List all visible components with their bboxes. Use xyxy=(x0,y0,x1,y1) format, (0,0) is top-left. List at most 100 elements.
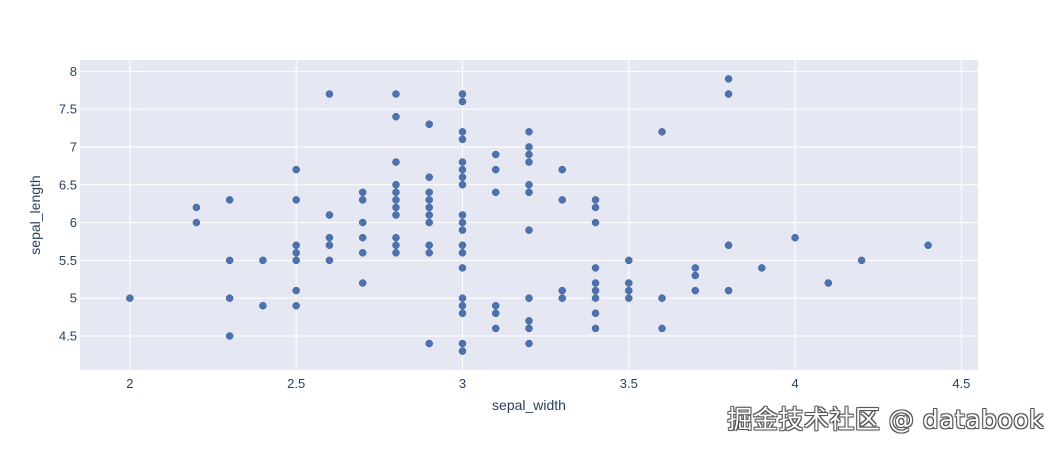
scatter-point xyxy=(458,158,467,166)
scatter-point xyxy=(325,211,334,219)
scatter-point xyxy=(392,158,400,166)
scatter-point xyxy=(458,173,467,181)
y-tick-label: 7.5 xyxy=(59,102,77,117)
scatter-point xyxy=(625,256,633,265)
scatter-point xyxy=(425,120,433,129)
scatter-point xyxy=(857,256,866,265)
y-tick-label: 8 xyxy=(70,64,77,79)
y-axis-title: sepal_length xyxy=(27,175,43,254)
x-tick-label: 4.5 xyxy=(952,376,970,391)
y-tick-label: 7 xyxy=(70,139,77,154)
scatter-point xyxy=(392,181,400,189)
scatter-point xyxy=(525,324,533,333)
scatter-point xyxy=(392,249,400,257)
scatter-point xyxy=(358,233,367,242)
scatter-point xyxy=(591,279,600,287)
scatter-point xyxy=(924,241,932,249)
scatter-point xyxy=(225,294,234,302)
scatter-point xyxy=(458,181,467,189)
scatter-point xyxy=(292,286,300,295)
scatter-point xyxy=(392,241,400,249)
scatter-point xyxy=(225,332,234,340)
x-axis-title: sepal_width xyxy=(492,397,566,413)
scatter-point xyxy=(292,301,300,310)
scatter-point xyxy=(392,203,400,212)
scatter-point xyxy=(425,339,433,348)
scatter-point xyxy=(458,309,467,318)
scatter-point xyxy=(292,165,300,174)
scatter-point xyxy=(259,256,267,265)
scatter-point xyxy=(525,339,533,348)
scatter-point xyxy=(491,324,500,333)
scatter-point xyxy=(658,324,666,333)
x-axis-ticks: 2 2.5 3 3.5 4 4.5 xyxy=(126,376,970,391)
scatter-point xyxy=(491,188,500,197)
scatter-point xyxy=(458,135,467,144)
scatter-point xyxy=(225,256,234,265)
scatter-point xyxy=(458,165,467,174)
scatter-point xyxy=(458,301,467,310)
scatter-point xyxy=(658,294,666,302)
scatter-point xyxy=(491,150,500,159)
scatter-point xyxy=(458,347,467,355)
scatter-point xyxy=(392,211,400,219)
scatter-point xyxy=(425,249,433,257)
scatter-point xyxy=(591,196,600,204)
scatter-point xyxy=(491,165,500,174)
scatter-point xyxy=(525,158,533,166)
x-tick-label: 3 xyxy=(459,376,466,391)
scatter-point xyxy=(425,211,433,219)
x-tick-label: 2 xyxy=(126,376,133,391)
scatter-point xyxy=(558,286,567,295)
scatter-point xyxy=(525,150,533,159)
scatter-point xyxy=(425,188,433,197)
watermark-text: 掘金技术社区 @ databook xyxy=(727,405,1044,434)
scatter-point xyxy=(425,173,433,181)
scatter-point xyxy=(325,233,334,242)
scatter-point xyxy=(558,196,567,204)
scatter-point xyxy=(491,301,500,310)
scatter-point xyxy=(691,286,700,295)
scatter-point xyxy=(458,218,467,227)
scatter-point xyxy=(325,241,334,249)
scatter-point xyxy=(358,196,367,204)
scatter-point xyxy=(425,218,433,227)
scatter-point xyxy=(458,294,467,302)
y-tick-label: 6.5 xyxy=(59,177,77,192)
scatter-point xyxy=(591,309,600,318)
scatter-point xyxy=(358,218,367,227)
y-axis-ticks: 4.5 5 5.5 6 6.5 7 7.5 8 xyxy=(59,64,77,344)
scatter-point xyxy=(392,188,400,197)
scatter-point xyxy=(591,264,600,272)
scatter-point xyxy=(724,90,733,98)
scatter-point xyxy=(225,196,234,204)
scatter-point xyxy=(691,271,700,280)
scatter-point xyxy=(458,339,467,348)
scatter-point xyxy=(192,203,201,212)
scatter-point xyxy=(591,286,600,295)
scatter-point xyxy=(558,165,567,174)
scatter-point xyxy=(525,188,533,197)
scatter-point xyxy=(458,249,467,257)
scatter-point xyxy=(458,128,467,136)
scatter-point xyxy=(425,196,433,204)
scatter-point xyxy=(126,294,134,302)
x-tick-label: 3.5 xyxy=(620,376,638,391)
scatter-point xyxy=(292,241,300,249)
scatter-point xyxy=(791,233,799,242)
scatter-point xyxy=(625,279,633,287)
scatter-point xyxy=(458,226,467,234)
scatter-point xyxy=(724,286,733,295)
scatter-point xyxy=(758,264,766,272)
scatter-point xyxy=(558,294,567,302)
scatter-point xyxy=(192,218,201,227)
scatter-point xyxy=(525,317,533,325)
x-tick-label: 4 xyxy=(791,376,798,391)
scatter-point xyxy=(491,309,500,318)
data-points xyxy=(126,75,932,355)
scatter-point xyxy=(625,294,633,302)
scatter-point xyxy=(358,249,367,257)
scatter-point xyxy=(292,256,300,265)
scatter-point xyxy=(259,301,267,310)
scatter-point xyxy=(458,90,467,98)
